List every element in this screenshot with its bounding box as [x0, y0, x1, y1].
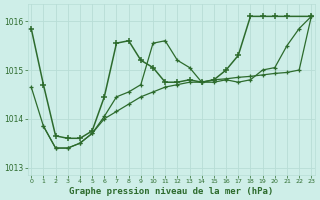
X-axis label: Graphe pression niveau de la mer (hPa): Graphe pression niveau de la mer (hPa)	[69, 187, 273, 196]
